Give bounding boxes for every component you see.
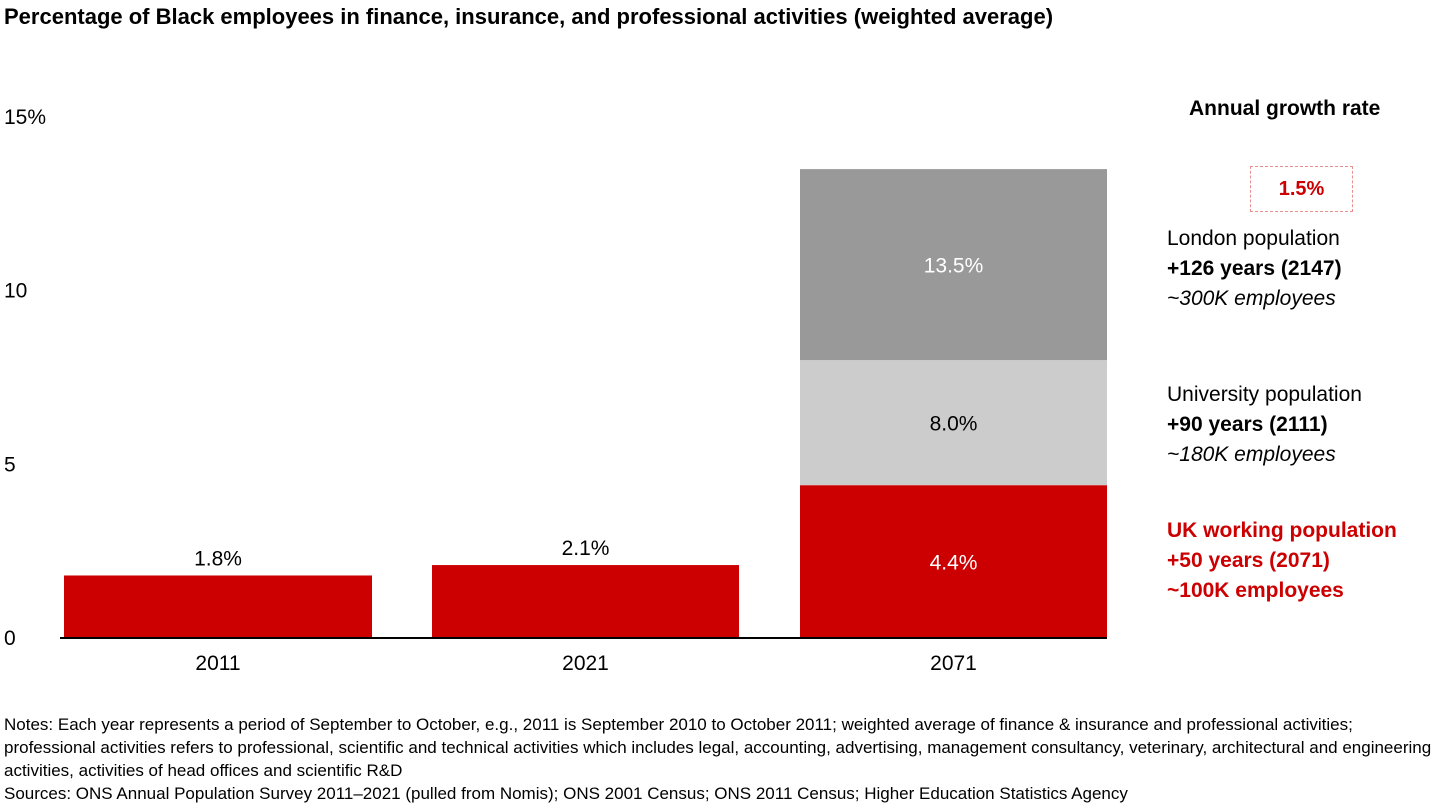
london-years: +126 years (2147) xyxy=(1167,257,1342,280)
bar-label-2011-0: 1.8% xyxy=(194,547,242,570)
bar-labels-group: 1.8% 2.1% 4.4% 8.0% 13.5% xyxy=(194,255,983,575)
chart-title: Percentage of Black employees in finance… xyxy=(4,4,1054,29)
sources-text: Sources: ONS Annual Population Survey 20… xyxy=(4,784,1128,803)
growth-rate-value: 1.5% xyxy=(1278,177,1325,200)
growth-rate-header: Annual growth rate xyxy=(1189,97,1381,120)
y-tick-label-15: 15% xyxy=(4,106,46,129)
y-axis-ticks: 0 5 10 15% xyxy=(4,106,46,650)
uk-title: UK working population xyxy=(1167,519,1397,542)
annotation-london: London population +126 years (2147) ~300… xyxy=(1167,224,1342,314)
london-title: London population xyxy=(1167,227,1340,250)
y-tick-label-5: 5 xyxy=(4,453,16,476)
growth-rate-box: 1.5% xyxy=(1250,166,1353,212)
bar-2071-segment-2 xyxy=(800,169,1107,361)
uk-years: +50 years (2071) xyxy=(1167,549,1330,572)
y-tick-label-10: 10 xyxy=(4,280,27,303)
bar-label-2071-0: 4.4% xyxy=(930,552,978,575)
bar-2011-segment-0 xyxy=(64,575,372,638)
uk-employees: ~100K employees xyxy=(1167,579,1344,602)
x-axis-ticks: 2011 2021 2071 xyxy=(195,652,976,675)
bar-label-2021-0: 2.1% xyxy=(562,537,610,560)
university-years: +90 years (2111) xyxy=(1167,413,1328,436)
x-tick-label-2071: 2071 xyxy=(930,652,977,675)
bar-2021-segment-0 xyxy=(432,565,739,638)
footnotes: Notes: Each year represents a period of … xyxy=(4,713,1436,805)
bar-label-2071-1: 8.0% xyxy=(930,413,978,436)
annotation-uk: UK working population +50 years (2071) ~… xyxy=(1167,516,1397,606)
university-title: University population xyxy=(1167,383,1362,406)
university-employees: ~180K employees xyxy=(1167,443,1336,466)
bar-2071-segment-1 xyxy=(800,360,1107,486)
bars-group xyxy=(64,169,1107,638)
bar-label-2071-2: 13.5% xyxy=(924,255,984,278)
y-tick-label-0: 0 xyxy=(4,627,16,650)
x-tick-label-2021: 2021 xyxy=(562,652,609,675)
london-employees: ~300K employees xyxy=(1167,287,1336,310)
x-tick-label-2011: 2011 xyxy=(195,652,240,675)
notes-text: Notes: Each year represents a period of … xyxy=(4,715,1432,780)
bar-2071-segment-0 xyxy=(800,485,1107,638)
annotation-university: University population +90 years (2111) ~… xyxy=(1167,380,1362,470)
